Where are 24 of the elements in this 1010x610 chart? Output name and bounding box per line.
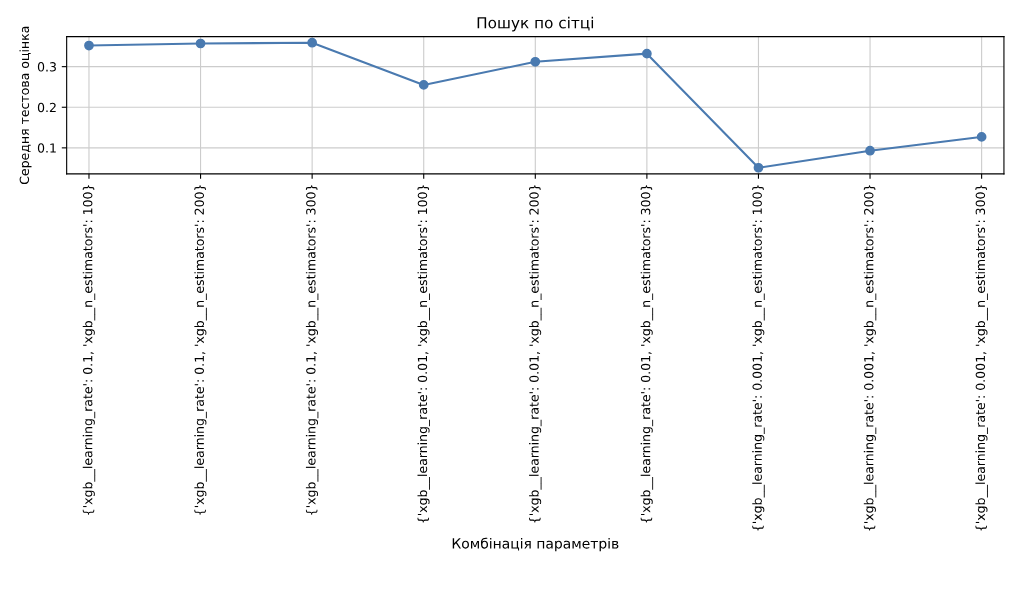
point: [418, 80, 429, 90]
point: [753, 162, 764, 173]
point: [976, 132, 987, 142]
x-tick-label: {'xgb__learning_rate': 0.1, 'xgb__n_estimators': 200}: [194, 185, 207, 515]
point: [84, 40, 94, 51]
x-tick-label: {'xgb__learning_rate': 0.01, 'xgb__n_estimators': 300}: [640, 185, 654, 523]
x-tick-label: {'xgb__learning_rate': 0.001, 'xgb__n_estimators': 300}: [975, 185, 988, 531]
point: [530, 56, 541, 67]
y-tick-label: 0.2: [37, 102, 56, 113]
y-tick-label: 0.1: [37, 143, 56, 153]
x-axis-title: Комбінація параметрів: [452, 537, 619, 552]
point: [195, 38, 206, 49]
x-tick-label: {'xgb__learning_rate': 0.1, 'xgb__n_estimators': 100}: [82, 185, 96, 515]
x-tick-label: {'xgb__learning_rate': 0.001, 'xgb__n_estimators': 100}: [752, 185, 765, 531]
x-tick-label: {'xgb__learning_rate': 0.001, 'xgb__n_estimators': 200}: [863, 185, 877, 531]
y-tick-label: 0.3: [37, 62, 56, 72]
y-axis-title: Середня тестова оцінка: [19, 26, 32, 185]
x-tick-label: {'xgb__learning_rate': 0.01, 'xgb__n_estimators': 200}: [529, 185, 542, 523]
point: [307, 37, 317, 48]
x-tick-label: {'xgb__learning_rate': 0.1, 'xgb__n_estimators': 300}: [305, 185, 319, 515]
x-tick-label: {'xgb__learning_rate': 0.01, 'xgb__n_estimators': 100}: [417, 185, 430, 523]
point: [642, 48, 652, 59]
chart-title: Пошук по сітці: [477, 16, 594, 32]
point: [865, 145, 875, 156]
